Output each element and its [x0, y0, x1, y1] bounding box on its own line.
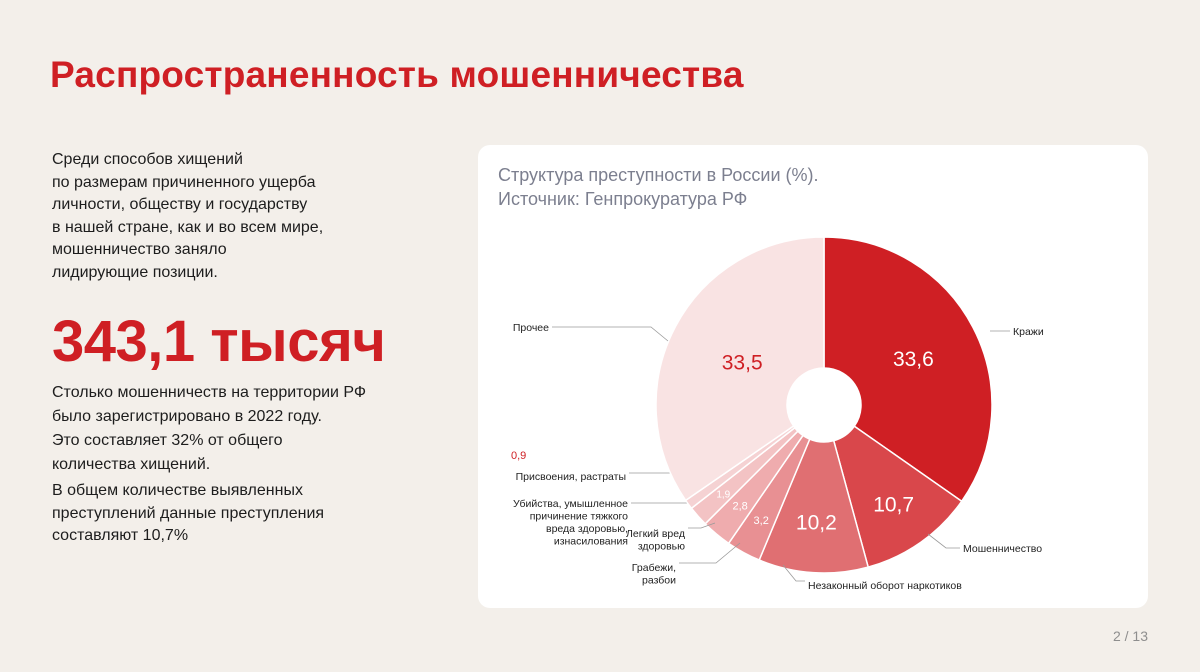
donut-chart: 33,6 Кражи 10,7 Мошенничество 10,2 Незаконный…: [511, 236, 1044, 592]
slice-value-label: 2,8: [732, 501, 747, 513]
slice-category-label: Кражи: [1013, 326, 1044, 338]
stat-text: Столько мошенничеств на территории РФ бы…: [52, 384, 367, 473]
slice-value-label: 3,2: [754, 515, 769, 527]
leader-line: [552, 326, 669, 342]
leader-line: [782, 564, 805, 582]
big-number: 343,1 тысяч: [52, 309, 386, 374]
leader-line: [927, 533, 960, 549]
slice-category-label: Прочее: [513, 322, 549, 334]
page-title: Распространенность мошенничества: [50, 54, 744, 95]
slice-value-label: 0,9: [511, 450, 526, 462]
slice-category-label: Незаконный оборот наркотиков: [808, 580, 962, 592]
chart-title: Структура преступности в России (%). Ист…: [498, 165, 819, 209]
slice-category-label: Убийства, умышленное причинение тяжкого вр…: [513, 498, 628, 548]
slice-category-label: Грабежи, разбои: [632, 562, 676, 587]
pie-slice: [655, 236, 825, 502]
slice-category-label: Легкий вред здоровью: [626, 528, 685, 553]
slice-value-label: 10,2: [796, 512, 837, 535]
chart-card: Структура преступности в России (%). Ист…: [478, 145, 1148, 608]
page-counter: 2 / 13: [1112, 628, 1148, 644]
stat-text-secondary: В общем количестве выявленных преступлен…: [52, 482, 325, 544]
slice-value-label: 33,5: [722, 351, 763, 374]
leader-line: [679, 542, 741, 564]
intro-text: Среди способов хищений по размерам причи…: [52, 151, 324, 281]
pie-slice: [823, 236, 993, 503]
pie-slice: [758, 438, 870, 574]
leader-line: [688, 522, 716, 529]
slice-category-label: Присвоения, растраты: [516, 471, 626, 483]
slice-value-label: 33,6: [893, 348, 934, 371]
pie-slice: [832, 425, 963, 569]
slice-category-label: Мошенничество: [963, 543, 1042, 555]
slice-value-label: 1,9: [716, 489, 730, 500]
slice-value-label: 10,7: [873, 493, 914, 516]
